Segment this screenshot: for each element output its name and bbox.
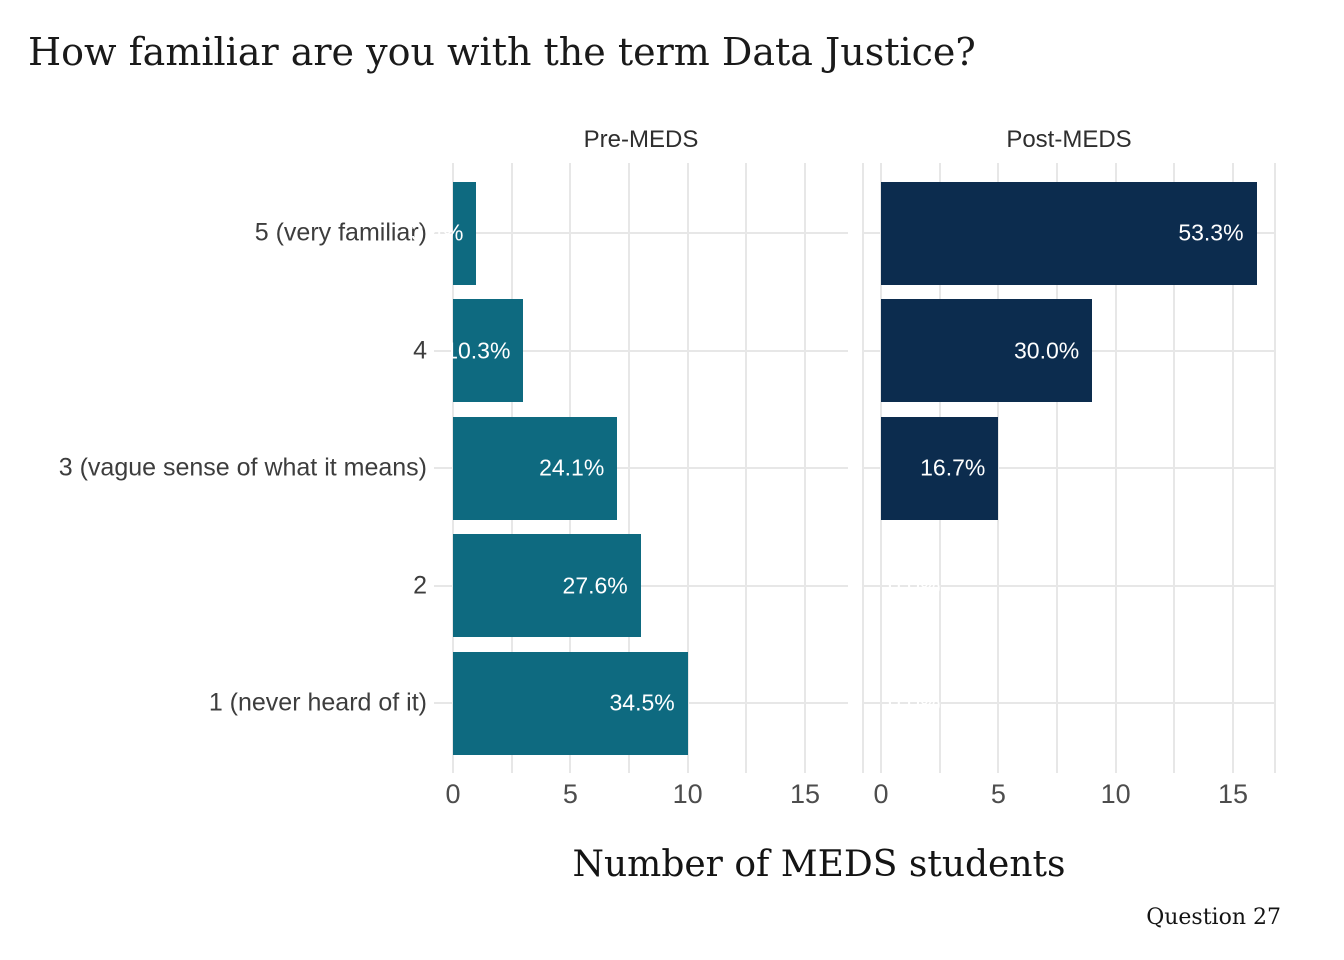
y-category-label: 5 (very familiar) [254, 218, 427, 247]
x-tick-label: 0 [873, 779, 889, 809]
bar-percent-label: 16.7% [920, 454, 986, 481]
bar [453, 534, 641, 637]
y-category-label: 4 [413, 335, 427, 364]
panel-post-meds: 53.3% 30.0% 16.7% 0.0% 0.0% 0 5 10 15 [862, 163, 1276, 808]
bar-percent-label: 0.0% [888, 572, 941, 598]
x-tick-label: 15 [790, 779, 821, 809]
gridline-horizontal [862, 467, 1276, 469]
bar [453, 299, 524, 402]
gridline-horizontal [434, 349, 848, 352]
bar-percent-label: 0.0% [888, 689, 941, 716]
y-category-label: 1 (never heard of it) [208, 688, 427, 717]
x-tick-label: 10 [672, 779, 703, 809]
y-axis-labels: 5 (very familiar) 4 3 (vague sense of what… [0, 163, 427, 773]
gridline-horizontal [434, 467, 848, 469]
bar-percent-label: 34.5% [609, 689, 675, 716]
x-axis-title: Number of MEDS students [572, 844, 1066, 885]
gridline-horizontal [862, 584, 1276, 587]
bar [453, 416, 618, 520]
gridline-horizontal [434, 232, 848, 234]
bar [881, 181, 1257, 285]
facet-label-pre-meds: Pre-MEDS [583, 126, 699, 153]
panel-pre-meds: 3.4% 10.3% 24.1% 27.6% 34.5% 0 5 10 15 [411, 163, 848, 808]
bar [453, 181, 477, 285]
x-tick-label: 5 [562, 779, 578, 809]
bar [881, 416, 999, 520]
bar-percent-label: 53.3% [1178, 219, 1244, 246]
gridline-horizontal [862, 702, 1276, 704]
bar [881, 299, 1093, 402]
bar [453, 651, 688, 755]
facet-label-post-meds: Post-MEDS [1006, 126, 1132, 153]
chart-title: How familiar are you with the term Data … [28, 30, 976, 74]
bar-percent-label: 10.3% [445, 337, 511, 363]
gridline-horizontal [434, 584, 848, 587]
chart-caption: Question 27 [1146, 905, 1281, 930]
bar-percent-label: 30.0% [1014, 337, 1080, 363]
x-tick-label: 10 [1100, 779, 1131, 809]
bar-percent-label: 24.1% [539, 454, 605, 481]
x-tick-label: 0 [445, 779, 461, 809]
y-category-label: 2 [413, 570, 427, 599]
y-category-label: 3 (vague sense of what it means) [58, 453, 427, 482]
bar-percent-label: 27.6% [562, 572, 628, 598]
bar-percent-label: 3.4% [411, 219, 464, 246]
x-tick-label: 15 [1218, 779, 1249, 809]
x-tick-label: 5 [990, 779, 1006, 809]
